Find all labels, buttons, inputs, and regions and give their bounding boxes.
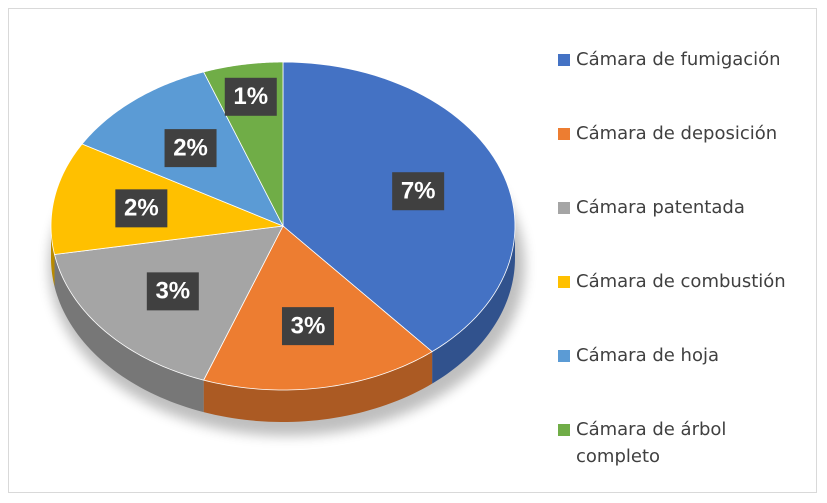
legend: Cámara de fumigación Cámara de deposición… xyxy=(558,46,808,490)
data-label-box xyxy=(146,272,199,311)
legend-item: Cámara de hoja xyxy=(558,342,808,416)
legend-label: Cámara de árbol completo xyxy=(576,419,727,467)
legend-label: Cámara de fumigación xyxy=(576,49,781,70)
legend-swatch xyxy=(558,350,570,362)
data-label: 7% xyxy=(401,178,436,205)
legend-label: Cámara patentada xyxy=(576,197,745,218)
data-label: 2% xyxy=(124,195,159,222)
legend-item: Cámara de árbol completo xyxy=(558,416,808,490)
legend-item: Cámara patentada xyxy=(558,194,808,268)
data-label: 2% xyxy=(173,134,208,161)
slice-side xyxy=(203,351,433,422)
legend-label: Cámara de hoja xyxy=(576,345,719,366)
chart-frame xyxy=(8,8,817,493)
data-label: 3% xyxy=(155,278,190,305)
legend-item: Cámara de deposición xyxy=(558,120,808,194)
legend-swatch xyxy=(558,424,570,436)
legend-item: Cámara de combustión xyxy=(558,268,808,342)
data-label-box xyxy=(392,172,445,211)
legend-swatch xyxy=(558,54,570,66)
legend-swatch xyxy=(558,128,570,140)
legend-label: Cámara de deposición xyxy=(576,123,778,144)
data-label-box xyxy=(164,129,217,168)
data-label: 3% xyxy=(291,312,326,339)
slice-side xyxy=(432,226,515,384)
legend-item: Cámara de fumigación xyxy=(558,46,808,120)
legend-label: Cámara de combustión xyxy=(576,271,786,292)
legend-swatch xyxy=(558,276,570,288)
legend-swatch xyxy=(558,202,570,214)
data-label: 1% xyxy=(233,83,268,110)
data-label-box xyxy=(224,77,277,116)
data-label-box xyxy=(115,189,168,228)
data-label-box xyxy=(281,307,334,346)
slice-side xyxy=(54,254,204,413)
